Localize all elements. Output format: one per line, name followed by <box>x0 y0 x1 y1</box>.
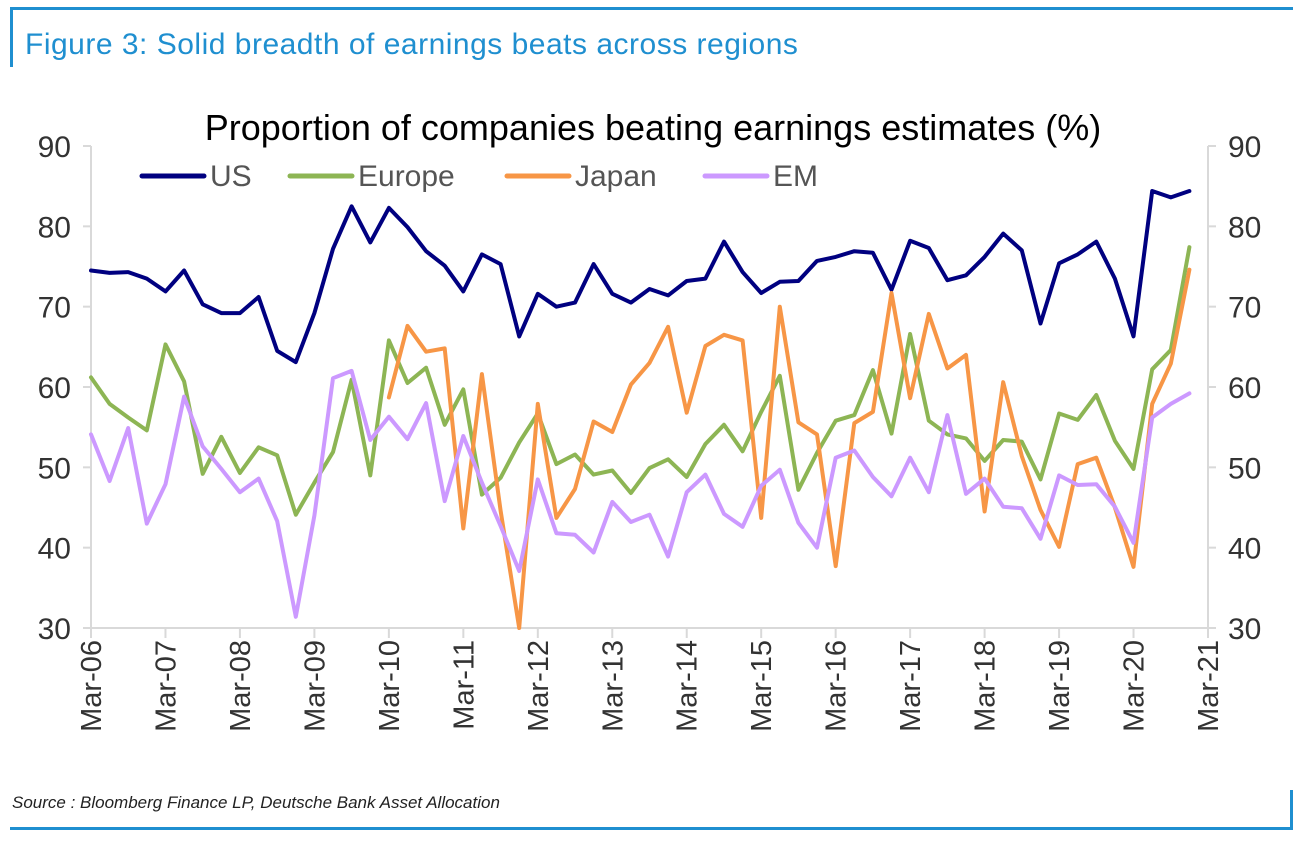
x-tick-label: Mar-18 <box>970 640 1002 732</box>
left-accent-rule <box>10 7 13 67</box>
legend-label-europe: Europe <box>358 160 455 193</box>
x-tick-label: Mar-13 <box>597 640 629 732</box>
x-tick-label: Mar-09 <box>299 640 331 732</box>
x-tick-label: Mar-16 <box>821 640 853 732</box>
y-tick-label-left: 70 <box>38 292 71 325</box>
legend: US Europe Japan EM <box>139 160 818 193</box>
y-tick-label-right: 90 <box>1228 131 1261 164</box>
y-tick-label-left: 30 <box>38 613 71 646</box>
x-tick-label: Mar-06 <box>76 640 108 732</box>
y-tick-label-right: 70 <box>1228 292 1261 325</box>
legend-label-us: US <box>210 160 252 193</box>
x-tick-label: Mar-14 <box>672 640 704 732</box>
x-tick-label: Mar-17 <box>895 640 927 732</box>
series-line-us <box>89 189 1192 365</box>
x-tick-label: Mar-10 <box>374 640 406 732</box>
x-tick-label: Mar-11 <box>448 640 480 730</box>
y-tick-label-left: 60 <box>38 372 71 405</box>
y-tick-label-right: 60 <box>1228 372 1261 405</box>
series-line-em <box>89 368 1192 619</box>
x-tick-label: Mar-07 <box>150 640 182 732</box>
y-tick-label-left: 80 <box>38 211 71 244</box>
axes: 30 30 40 40 50 50 60 60 70 70 80 80 90 90 Mar-06 Mar-07… <box>38 131 1262 732</box>
x-tick-label: Mar-19 <box>1044 640 1076 732</box>
legend-label-em: EM <box>773 160 818 193</box>
source-note: Source : Bloomberg Finance LP, Deutsche … <box>12 793 500 812</box>
figure-title: Figure 3: Solid breadth of earnings beat… <box>25 28 799 61</box>
top-rule <box>10 7 1293 10</box>
x-tick-label: Mar-15 <box>746 640 778 732</box>
x-tick-label: Mar-21 <box>1193 640 1225 732</box>
x-tick-label: Mar-12 <box>523 640 555 732</box>
right-accent-rule <box>1290 790 1293 830</box>
y-tick-label-right: 30 <box>1228 613 1261 646</box>
y-tick-label-left: 90 <box>38 131 71 164</box>
series-lines <box>89 189 1192 630</box>
y-tick-label-left: 40 <box>38 533 71 566</box>
chart-title: Proportion of companies beating earnings… <box>205 107 1101 148</box>
y-tick-label-right: 80 <box>1228 211 1261 244</box>
series-line-japan <box>386 267 1192 630</box>
x-tick-label: Mar-08 <box>225 640 257 732</box>
legend-label-japan: Japan <box>575 160 657 193</box>
y-tick-label-right: 40 <box>1228 533 1261 566</box>
bottom-rule <box>10 827 1293 830</box>
series-line-europe <box>89 245 1192 517</box>
x-tick-label: Mar-20 <box>1119 640 1151 732</box>
y-tick-label-right: 50 <box>1228 452 1261 485</box>
y-tick-label-left: 50 <box>38 452 71 485</box>
